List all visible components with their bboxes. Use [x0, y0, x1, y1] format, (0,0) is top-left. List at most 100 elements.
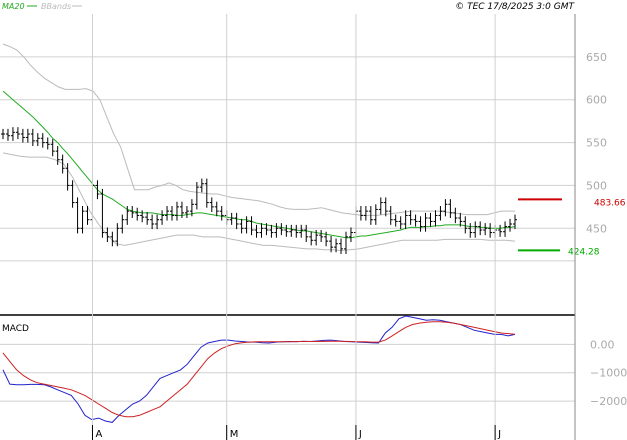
- price-bar: [105, 227, 110, 242]
- price-bar: [40, 133, 45, 148]
- price-bar: [10, 127, 15, 141]
- macd-panel: MACD 0.00 −1000 −2000: [0, 315, 627, 423]
- price-bar: [378, 197, 383, 215]
- legend-ma20: MA20: [2, 2, 25, 11]
- price-bar: [204, 178, 209, 208]
- price-bar: [513, 214, 517, 230]
- price-bar: [234, 212, 239, 230]
- price-bar: [55, 146, 60, 165]
- price-bar: [314, 230, 319, 246]
- price-bar: [219, 206, 224, 221]
- price-tick-label: 650: [586, 51, 607, 64]
- price-bar: [453, 207, 458, 224]
- price-bar: [363, 206, 368, 221]
- price-bar: [75, 197, 80, 234]
- price-bar: [403, 210, 408, 230]
- price-bars: [1, 127, 517, 254]
- price-bar: [50, 139, 55, 157]
- price-gridlines: [0, 56, 575, 262]
- month-label: J: [358, 429, 362, 440]
- macd-signal-line: [2, 321, 516, 418]
- price-bar: [443, 199, 448, 217]
- price-bar: [35, 133, 40, 146]
- price-bar: [473, 221, 478, 238]
- price-bar: [150, 214, 155, 230]
- macd-tick-label: 0.00: [590, 338, 615, 351]
- price-bar: [503, 221, 508, 237]
- price-bar: [319, 230, 324, 242]
- legend-bbands: BBands: [41, 2, 71, 11]
- macd-tick-label: −2000: [590, 395, 627, 408]
- bollinger-lower-band: [2, 152, 516, 252]
- price-bar: [65, 163, 70, 191]
- price-bar: [60, 154, 65, 174]
- price-bar: [140, 210, 145, 223]
- price-bar: [254, 224, 259, 238]
- copyright-timestamp: © TEC 17/8/2025 3:0 GMT: [455, 2, 575, 12]
- price-bar: [324, 231, 329, 247]
- price-bar: [239, 218, 244, 234]
- price-bar: [339, 238, 344, 254]
- price-bar: [165, 206, 170, 221]
- price-bar: [244, 216, 249, 234]
- price-bar: [249, 216, 254, 236]
- price-bar: [463, 216, 468, 234]
- price-tick-label: 500: [586, 179, 607, 192]
- price-bar: [413, 214, 418, 227]
- price-bar: [458, 212, 463, 227]
- price-bar: [448, 199, 453, 218]
- price-bar: [334, 238, 339, 253]
- price-bar: [348, 227, 353, 242]
- price-bar: [289, 224, 294, 237]
- month-label: M: [230, 429, 239, 440]
- price-bar: [373, 204, 378, 225]
- price-bar: [508, 218, 513, 232]
- price-bar: [199, 178, 204, 193]
- price-bar: [155, 214, 160, 230]
- price-bar: [383, 197, 388, 217]
- price-bar: [30, 128, 35, 146]
- price-bar: [398, 216, 403, 230]
- price-bar: [269, 224, 274, 238]
- price-bar: [45, 137, 50, 150]
- price-bar: [95, 180, 100, 200]
- price-bar: [438, 206, 443, 221]
- support-label: 424.28: [568, 247, 600, 257]
- price-bar: [488, 223, 493, 238]
- price-bar: [418, 216, 423, 232]
- price-bar: [393, 214, 398, 227]
- price-bar: [135, 207, 140, 221]
- price-bar: [25, 128, 30, 143]
- macd-gridlines: [0, 343, 575, 402]
- price-bar: [100, 188, 105, 238]
- price-bar: [433, 210, 438, 227]
- price-bar: [274, 223, 279, 238]
- price-bar: [120, 214, 125, 234]
- price-bar: [179, 201, 184, 218]
- price-bar: [70, 180, 75, 208]
- price-bar: [358, 206, 363, 221]
- bollinger-upper-band: [2, 43, 515, 216]
- price-bar: [259, 223, 264, 238]
- price-bar: [160, 210, 165, 225]
- price-tick-label: 450: [586, 222, 607, 235]
- price-bar: [5, 128, 10, 141]
- price-bar: [478, 221, 483, 236]
- price-bar: [388, 206, 393, 225]
- x-axis-months: AMJJA: [91, 14, 501, 440]
- price-tick-label: 600: [586, 94, 607, 107]
- price-bar: [80, 206, 85, 234]
- price-bar: [279, 223, 284, 236]
- price-bar: [299, 224, 304, 238]
- price-bar: [130, 206, 135, 218]
- price-bar: [423, 212, 428, 232]
- price-bar: [264, 223, 269, 236]
- resistance-label: 483.66: [594, 198, 626, 208]
- price-panel: 450 500 550 600 650 483.66 424.28: [0, 43, 626, 262]
- price-bar: [498, 224, 503, 237]
- price-bar: [125, 206, 130, 225]
- price-bar: [85, 206, 90, 225]
- macd-title: MACD: [2, 324, 29, 334]
- price-bar: [174, 201, 179, 221]
- price-bar: [209, 197, 214, 212]
